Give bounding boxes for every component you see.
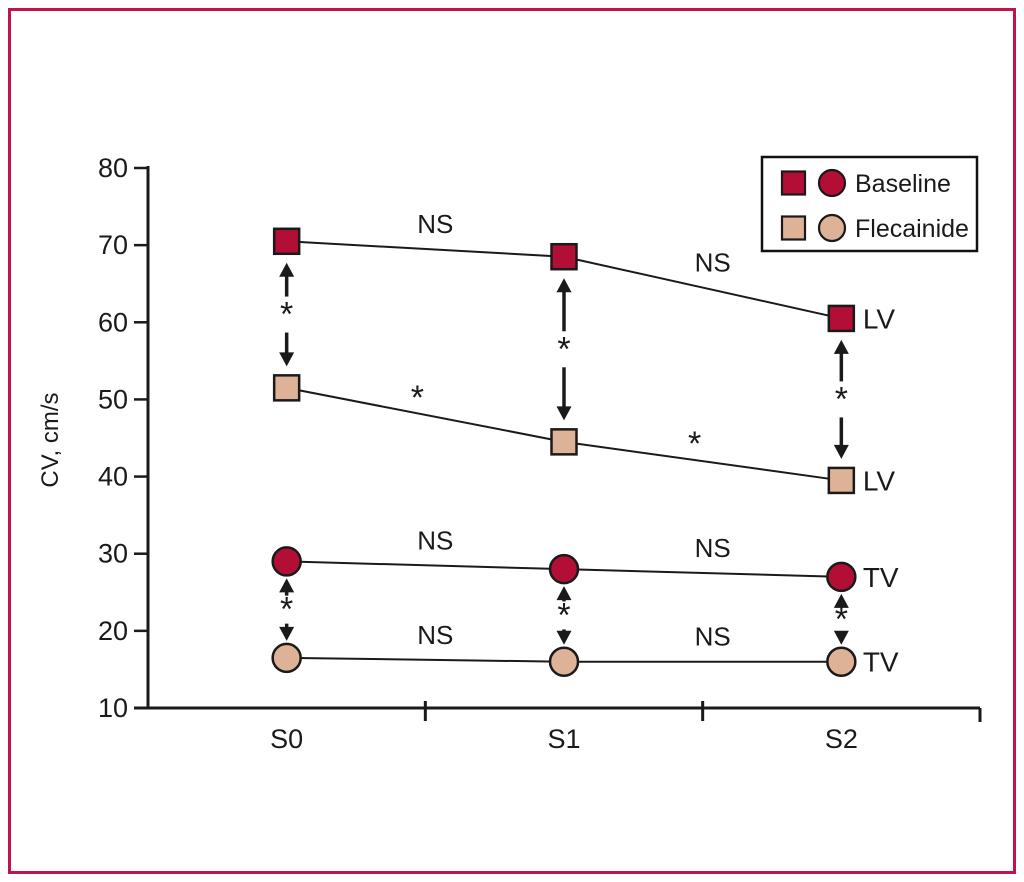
data-point-square (827, 466, 856, 495)
y-tick-label: 80 (98, 153, 128, 183)
data-point-circle (548, 553, 580, 585)
legend-square-swatch (780, 170, 807, 196)
x-category-label: S2 (825, 724, 858, 754)
significance-star-label: * (688, 425, 701, 463)
ns-label: NS (695, 622, 731, 652)
axes: 80 70 60 50 40 30 20 10 S0 S1 S2 CV, cm/s (37, 153, 982, 754)
arrowhead-down (833, 630, 849, 645)
series-segment (286, 656, 565, 663)
data-point-square (550, 242, 578, 271)
y-tick-label: 20 (98, 616, 128, 646)
arrowhead-up (556, 586, 572, 601)
y-tick-label: 50 (98, 384, 128, 414)
data-point-circle (548, 646, 580, 677)
pair-arrow: * (833, 339, 849, 459)
legend-square-swatch (780, 215, 807, 241)
significance-star-label: * (557, 330, 570, 368)
data-point-square (827, 304, 856, 333)
series-markers: LV LV TV TV (271, 227, 899, 678)
arrowhead-up (556, 278, 572, 293)
legend-circle-swatch (817, 213, 847, 243)
arrowhead-up (279, 262, 295, 277)
series-segment (563, 255, 842, 320)
figure-border-frame (8, 8, 1016, 874)
data-point-circle (826, 561, 857, 593)
series-end-label: TV (863, 647, 899, 678)
y-axis-title: CV, cm/s (37, 392, 64, 487)
arrowhead-down (279, 352, 295, 367)
arrowhead-down (279, 626, 295, 641)
arrowhead-up (833, 593, 849, 608)
x-category-label: S1 (547, 724, 580, 754)
significance-star-label: * (835, 380, 848, 418)
pair-arrow: * (833, 593, 849, 645)
ns-label: NS (417, 525, 453, 555)
y-tick-label: 10 (98, 693, 128, 723)
pair-arrow: * (556, 278, 572, 421)
ns-label: NS (695, 248, 731, 278)
series-end-label: LV (863, 303, 895, 334)
y-tick-label: 40 (98, 462, 128, 492)
legend-circle-swatch (817, 168, 847, 198)
series-segment (286, 240, 565, 258)
significance-star-label: * (411, 379, 424, 417)
data-point-circle (826, 646, 857, 677)
significance-star-label: * (280, 296, 293, 334)
y-tick-label: 30 (98, 539, 128, 569)
legend-label: Flecainide (855, 215, 969, 243)
ns-label: NS (695, 533, 731, 563)
series-segment (286, 560, 565, 571)
series-end-label: TV (863, 562, 899, 593)
ns-label: NS (417, 620, 453, 650)
pair-arrow: * (279, 262, 295, 367)
arrowhead-up (833, 339, 849, 354)
y-tick-label: 60 (98, 307, 128, 337)
ns-label: NS (417, 209, 453, 239)
legend-label: Baseline (855, 170, 951, 198)
data-point-circle (271, 642, 302, 674)
legend: Baseline Flecainide (760, 155, 979, 253)
pair-arrows: * * * * * * (279, 262, 849, 645)
series-lines: NS NS * * NS NS NS NS (286, 209, 842, 663)
x-category-label: S0 (270, 724, 303, 754)
arrowhead-down (556, 406, 572, 421)
significance-star-label: * (280, 591, 293, 629)
significance-star-label: * (835, 600, 848, 638)
data-point-square (272, 227, 301, 256)
pair-arrow: * (556, 586, 572, 645)
series-segment (563, 568, 842, 578)
data-point-circle (271, 546, 302, 577)
data-point-square (550, 428, 578, 456)
arrowhead-down (556, 630, 572, 645)
series-segment (286, 386, 565, 443)
series-end-label: LV (863, 465, 895, 496)
series-segment (563, 440, 842, 482)
arrowhead-up (279, 578, 295, 593)
y-tick-label: 70 (98, 230, 128, 260)
arrowhead-down (833, 444, 849, 459)
significance-star-label: * (557, 596, 570, 634)
pair-arrow: * (279, 578, 295, 641)
data-point-square (272, 374, 301, 402)
